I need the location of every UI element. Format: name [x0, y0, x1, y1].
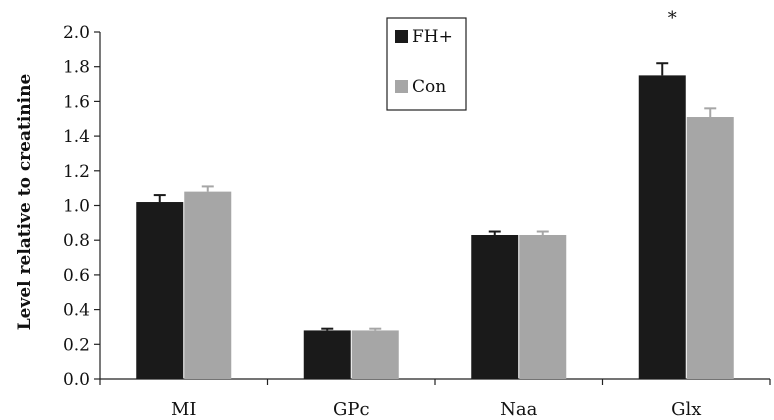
legend-label: FH+ — [412, 27, 453, 47]
y-tick-label: 0.8 — [63, 231, 90, 251]
y-tick-label: 1.2 — [63, 162, 90, 182]
legend-swatch — [395, 30, 408, 43]
y-tick-label: 1.4 — [63, 127, 90, 147]
annotations: * — [668, 8, 677, 29]
y-tick-label: 1.0 — [63, 197, 90, 217]
bar-con-naa — [519, 234, 567, 379]
legend-swatch — [395, 80, 408, 93]
error-bars — [153, 62, 717, 331]
bar-con-gpc — [351, 330, 399, 379]
bar-fh-glx — [638, 75, 686, 379]
x-axis: MI GPc Naa Glx — [99, 378, 771, 420]
legend-label: Con — [412, 77, 446, 97]
y-axis-title: Level relative to creatinine — [15, 74, 35, 331]
bar-fh-naa — [471, 234, 519, 379]
bar-fh-gpc — [303, 330, 351, 379]
y-tick-label: 0.4 — [63, 301, 90, 321]
x-tick-label: GPc — [333, 399, 370, 420]
y-tick-label: 1.8 — [63, 58, 90, 78]
y-tick-label: 0.2 — [63, 335, 90, 355]
legend-box — [386, 17, 467, 111]
bar-fh-mi — [136, 202, 184, 379]
x-tick-label: Glx — [671, 399, 701, 420]
legend: FH+ Con — [386, 17, 467, 111]
y-tick-label: 1.6 — [63, 92, 90, 112]
x-tick-label: Naa — [500, 399, 537, 420]
bar-con-mi — [184, 191, 232, 379]
y-tick-label: 0.0 — [63, 370, 90, 390]
x-tick-label: MI — [171, 399, 197, 420]
bar-con-glx — [686, 117, 734, 379]
significance-marker: * — [668, 8, 677, 29]
y-axis: 0.0 0.2 0.4 0.6 0.8 1.0 1.2 1.4 1.6 1.8 2.0 — [63, 23, 101, 390]
bars — [136, 75, 734, 379]
y-tick-label: 2.0 — [63, 23, 90, 43]
y-tick-label: 0.6 — [63, 266, 90, 286]
